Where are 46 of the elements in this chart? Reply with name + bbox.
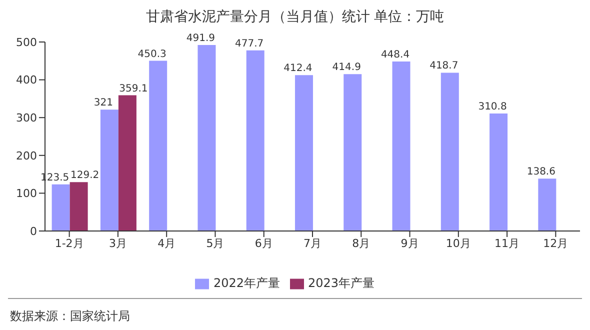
x-tick-label: 6月 xyxy=(254,236,273,250)
x-tick-label: 10月 xyxy=(446,236,471,250)
x-tick-label: 3月 xyxy=(108,236,127,250)
y-tick-label: 200 xyxy=(16,149,37,162)
data-label: 450.3 xyxy=(138,48,166,60)
bar xyxy=(52,184,70,231)
legend-label: 2023年产量 xyxy=(308,276,375,290)
bar xyxy=(490,114,508,231)
bar xyxy=(246,50,264,231)
x-tick-label: 12月 xyxy=(543,236,568,250)
legend-label: 2022年产量 xyxy=(213,276,280,290)
bar xyxy=(538,178,556,231)
data-label: 310.8 xyxy=(478,102,507,113)
data-label: 414.9 xyxy=(332,62,361,74)
x-tick-label: 5月 xyxy=(206,236,224,250)
data-label: 138.6 xyxy=(526,166,556,178)
x-tick-label: 4月 xyxy=(158,236,176,250)
data-label: 448.4 xyxy=(380,50,410,61)
x-tick-label: 7月 xyxy=(304,236,322,250)
y-tick-label: 400 xyxy=(16,74,37,87)
x-tick-label: 8月 xyxy=(352,236,370,250)
bar xyxy=(294,75,313,231)
bar xyxy=(70,182,88,231)
data-label: 129.2 xyxy=(70,170,100,182)
data-label: 491.9 xyxy=(186,33,216,44)
bar xyxy=(344,74,362,231)
data-label: 412.4 xyxy=(284,63,312,74)
bar xyxy=(149,60,168,231)
source-note: 数据来源：国家统计局 xyxy=(10,308,130,325)
bar xyxy=(198,45,216,231)
bar xyxy=(118,95,136,231)
data-label: 321 xyxy=(94,98,113,109)
data-label: 359.1 xyxy=(119,83,148,94)
x-tick-label: 11月 xyxy=(494,236,520,250)
bar xyxy=(392,62,410,231)
data-label: 477.7 xyxy=(235,38,264,50)
y-tick-label: 100 xyxy=(16,187,37,200)
chart-title: 甘肃省水泥产量分月（当月值）统计 单位：万吨 xyxy=(144,8,446,26)
data-label: 418.7 xyxy=(430,60,458,72)
y-tick-label: 500 xyxy=(16,36,37,49)
bar xyxy=(440,72,459,231)
x-tick-label: 9月 xyxy=(400,236,419,250)
bar xyxy=(100,110,118,231)
x-tick-label: 1-2月 xyxy=(54,236,84,250)
y-tick-label: 300 xyxy=(16,112,37,125)
y-tick-label: 0 xyxy=(30,224,37,238)
